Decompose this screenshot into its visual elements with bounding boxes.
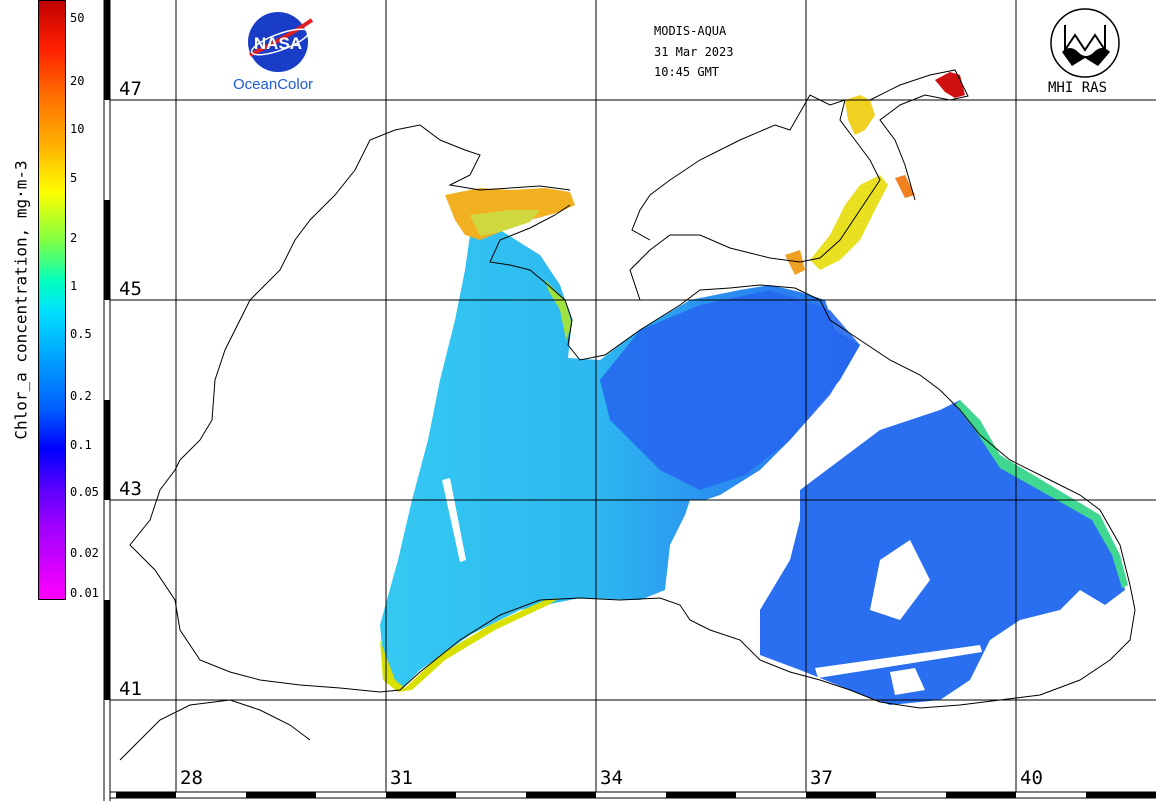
coastline	[119, 69, 1136, 761]
mhi-ras-caption: MHI RAS	[1048, 80, 1108, 96]
colorbar-tick: 0.02	[70, 546, 99, 560]
swath-gap-west	[442, 478, 466, 562]
latitude-label: 41	[117, 678, 144, 700]
azov-patch-south	[810, 175, 888, 270]
colorbar-tick: 2	[70, 231, 78, 245]
northwest-shelf-inner	[470, 210, 540, 236]
colorbar-tick: 10	[70, 122, 85, 136]
swath-gap-east	[815, 645, 982, 678]
longitude-label: 31	[388, 767, 415, 789]
colorbar-tick: 0.1	[70, 438, 92, 452]
longitude-label: 34	[598, 767, 625, 789]
colorbar-tick: 0.01	[70, 586, 99, 600]
sensor-label: MODIS-AQUA	[654, 24, 727, 38]
latitude-label: 45	[117, 278, 144, 300]
colorbar-tick: 20	[70, 74, 85, 88]
latitude-label: 43	[117, 478, 144, 500]
colorbar-title: Chlor_a concentration, mg·m-3	[11, 160, 31, 440]
nasa-logo: NASA	[248, 12, 314, 72]
latitude-label: 47	[117, 78, 144, 100]
mhi-ras-logo	[1050, 8, 1120, 78]
colorbar-tick: 0.2	[70, 389, 92, 403]
colorbar-tick: 5	[70, 171, 78, 185]
colorbar-tick: 0.05	[70, 485, 99, 499]
colorbar	[38, 0, 66, 600]
azov-patch-red	[935, 72, 965, 98]
longitude-label: 28	[178, 767, 205, 789]
time-label: 10:45 GMT	[654, 65, 720, 79]
bottom-frame-ruler	[110, 791, 1156, 799]
azov-patch-orange	[895, 175, 915, 198]
colorbar-tick: 1	[70, 279, 78, 293]
colorbar-tick: 0.5	[70, 327, 92, 341]
east-coastal-rim	[955, 400, 1128, 588]
svg-text:NASA: NASA	[254, 34, 302, 53]
azov-patch-north	[845, 95, 875, 135]
colorbar-tick: 50	[70, 11, 85, 25]
graticule	[110, 0, 1156, 792]
date-label: 31 Mar 2023	[654, 45, 734, 59]
cloud-gap-east	[870, 540, 930, 620]
central-deep-patch	[600, 290, 860, 490]
southwest-coastal-rim	[380, 598, 560, 692]
kerch-patch	[785, 250, 805, 275]
chlorophyll-field	[380, 72, 1128, 705]
oceancolor-caption: OceanColor	[233, 76, 314, 93]
left-frame-ruler	[103, 0, 111, 801]
crimea-coastal-rim	[545, 280, 572, 340]
cloud-gap-south	[890, 668, 925, 695]
longitude-label: 40	[1018, 767, 1045, 789]
swath-gap-central	[670, 500, 770, 625]
east-basin-patch	[760, 400, 1125, 705]
longitude-label: 37	[808, 767, 835, 789]
